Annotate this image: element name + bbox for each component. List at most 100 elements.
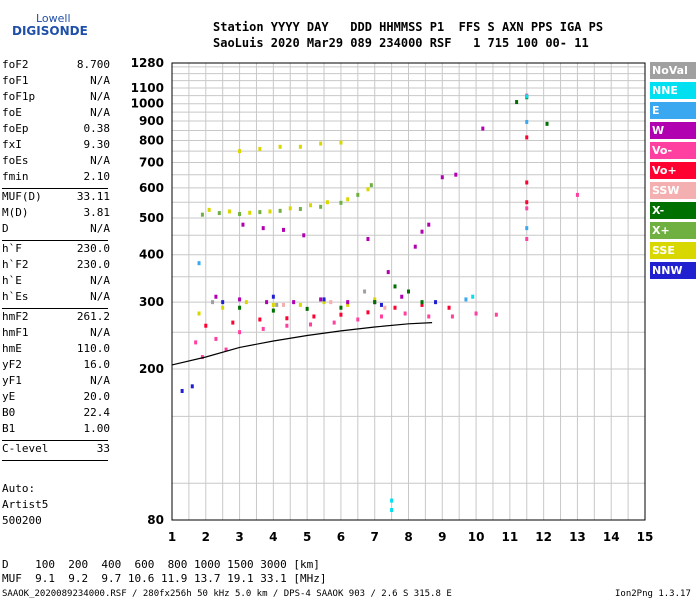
data-point bbox=[322, 300, 326, 305]
data-point bbox=[302, 233, 306, 238]
param-key: foEp bbox=[2, 122, 29, 135]
data-point bbox=[298, 144, 302, 149]
param-row: h`Es N/A bbox=[2, 290, 110, 306]
separator-line bbox=[2, 440, 108, 441]
legend-item-vo-: Vo+ bbox=[650, 162, 696, 179]
separator-line bbox=[2, 240, 108, 241]
data-point bbox=[383, 305, 387, 310]
legend-item-vo-: Vo- bbox=[650, 142, 696, 159]
x-tick-label: 2 bbox=[202, 530, 210, 544]
data-point bbox=[238, 297, 242, 302]
param-value: 22.4 bbox=[83, 406, 111, 419]
param-key: MUF(D) bbox=[2, 190, 42, 203]
param-row: hmE 110.0 bbox=[2, 342, 110, 358]
param-row: hmF1 N/A bbox=[2, 326, 110, 342]
data-point bbox=[420, 229, 424, 234]
data-point bbox=[369, 183, 373, 188]
param-row: M(D) 3.81 bbox=[2, 206, 110, 222]
data-point bbox=[265, 300, 269, 305]
param-row: h`F2 230.0 bbox=[2, 258, 110, 274]
param-key: hmE bbox=[2, 342, 22, 355]
data-point bbox=[248, 210, 252, 215]
param-key: foF1p bbox=[2, 90, 36, 103]
param-row: B0 22.4 bbox=[2, 406, 110, 422]
data-point bbox=[285, 323, 289, 328]
param-key: h`F bbox=[2, 242, 22, 255]
data-point bbox=[403, 311, 407, 316]
y-tick-label: 900 bbox=[139, 114, 164, 128]
param-row: D N/A bbox=[2, 222, 110, 238]
data-point bbox=[332, 320, 336, 325]
data-point bbox=[413, 244, 417, 249]
param-value: 261.2 bbox=[76, 310, 110, 323]
plot-frame-border bbox=[171, 62, 646, 521]
param-value: 33 bbox=[96, 442, 110, 455]
param-value: 110.0 bbox=[76, 342, 110, 355]
logo-lowell: Lowell bbox=[36, 12, 71, 25]
param-row: fxI 9.30 bbox=[2, 138, 110, 154]
param-value: 8.700 bbox=[76, 58, 110, 71]
param-value: 9.30 bbox=[83, 138, 111, 151]
y-tick-label: 80 bbox=[147, 513, 164, 527]
data-point bbox=[261, 326, 265, 331]
legend-item-x-: X+ bbox=[650, 222, 696, 239]
y-tick-label: 1100 bbox=[131, 81, 164, 95]
param-value: N/A bbox=[90, 374, 110, 387]
data-point bbox=[373, 297, 377, 302]
data-point bbox=[288, 206, 292, 211]
y-tick-label: 500 bbox=[139, 211, 164, 225]
data-point bbox=[525, 119, 529, 124]
data-point bbox=[329, 300, 333, 305]
data-point bbox=[346, 197, 350, 202]
param-value: 1.00 bbox=[83, 422, 111, 435]
x-tick-label: 11 bbox=[502, 530, 519, 544]
data-point bbox=[190, 384, 194, 389]
legend-item-x-: X- bbox=[650, 202, 696, 219]
param-row: C-level 33 bbox=[2, 442, 110, 458]
param-key: hmF2 bbox=[2, 310, 29, 323]
data-point bbox=[440, 175, 444, 180]
data-point bbox=[244, 300, 248, 305]
data-point bbox=[545, 121, 549, 126]
x-tick-label: 3 bbox=[235, 530, 243, 544]
param-row: foE N/A bbox=[2, 106, 110, 122]
param-value: 230.0 bbox=[76, 242, 110, 255]
param-value: N/A bbox=[90, 90, 110, 103]
data-point bbox=[278, 208, 282, 213]
legend-item-e: E bbox=[650, 102, 696, 119]
legend-item-nne: NNE bbox=[650, 82, 696, 99]
x-tick-label: 9 bbox=[438, 530, 446, 544]
logo-digisonde: DIGISONDE bbox=[12, 24, 88, 38]
param-value: N/A bbox=[90, 154, 110, 167]
x-tick-label: 6 bbox=[337, 530, 345, 544]
legend-item-sse: SSE bbox=[650, 242, 696, 259]
data-point bbox=[464, 297, 468, 302]
data-point bbox=[231, 320, 235, 325]
data-point bbox=[420, 300, 424, 305]
data-point bbox=[258, 146, 262, 151]
param-key: h`Es bbox=[2, 290, 29, 303]
data-point bbox=[575, 192, 579, 197]
data-point bbox=[346, 302, 350, 307]
param-value: N/A bbox=[90, 106, 110, 119]
data-point bbox=[238, 212, 242, 217]
data-point bbox=[238, 330, 242, 335]
data-point bbox=[211, 300, 215, 305]
param-key: foF2 bbox=[2, 58, 29, 71]
y-tick-label: 1000 bbox=[131, 97, 164, 111]
data-point bbox=[366, 237, 370, 242]
param-row: foF1p N/A bbox=[2, 90, 110, 106]
param-row: foEs N/A bbox=[2, 154, 110, 170]
data-point bbox=[373, 300, 377, 305]
data-point bbox=[474, 311, 478, 316]
data-point bbox=[285, 316, 289, 321]
param-key: foEs bbox=[2, 154, 29, 167]
param-row: fmin 2.10 bbox=[2, 170, 110, 186]
x-tick-label: 13 bbox=[569, 530, 586, 544]
separator-line bbox=[2, 308, 108, 309]
data-point bbox=[339, 305, 343, 310]
data-point bbox=[197, 261, 201, 266]
x-tick-label: 4 bbox=[269, 530, 277, 544]
data-point bbox=[420, 302, 424, 307]
y-tick-label: 400 bbox=[139, 248, 164, 262]
